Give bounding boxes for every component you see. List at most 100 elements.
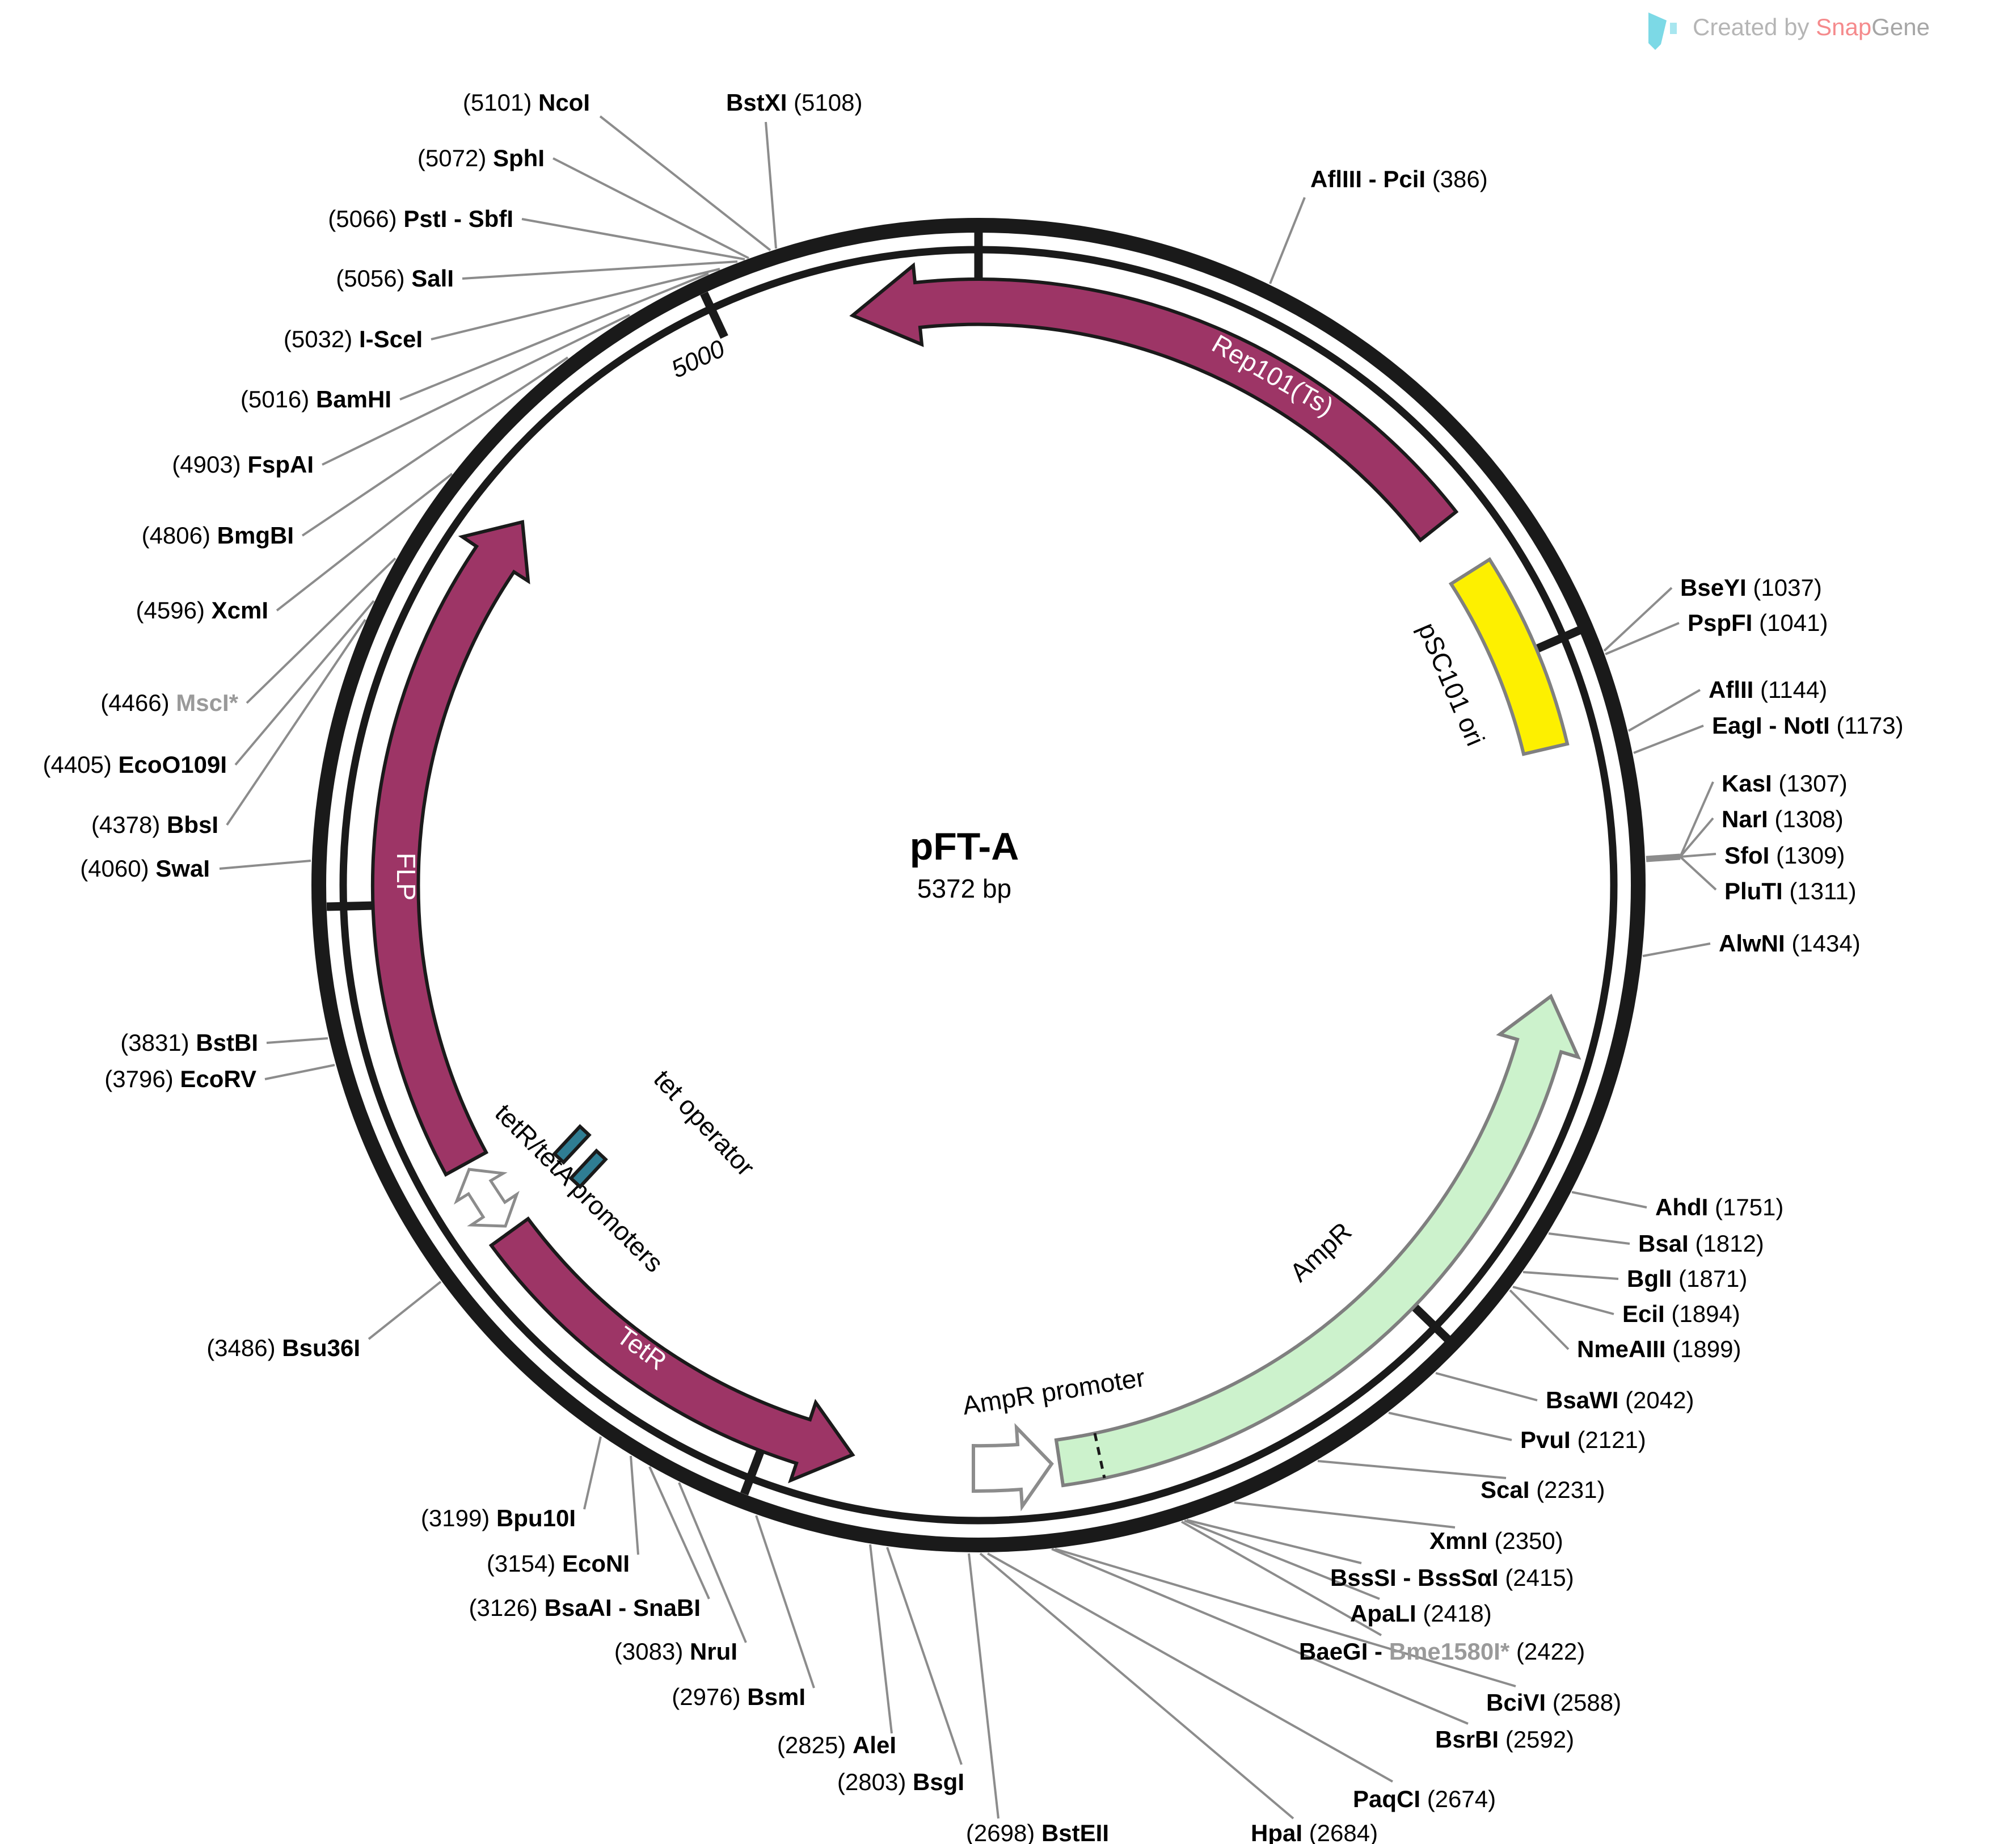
callout-ecii [1512, 1286, 1614, 1315]
site-label-eagi-noti: EagI - NotI (1173) [1712, 712, 1904, 739]
callout-xmni [1234, 1501, 1456, 1529]
site-label-bsu36i: (3486) Bsu36I [206, 1334, 360, 1361]
tick-5000 [700, 291, 728, 339]
callout-bstxi [765, 121, 777, 249]
tick-label-5000: 5000 [667, 335, 729, 384]
site-label-sphi: (5072) SphI [417, 145, 545, 171]
site-label-iscei: (5032) I-SceI [284, 326, 423, 352]
callout-bsai [1548, 1232, 1630, 1245]
feature-psc101-ori-block [1448, 557, 1570, 756]
callout-sfoi [1680, 853, 1716, 858]
position-ticks [326, 233, 1581, 1496]
callout-lines [219, 115, 1717, 1820]
callout-ecorv [264, 1064, 335, 1080]
callout-swai [219, 860, 311, 870]
site-label-bseyi: BseYI (1037) [1680, 574, 1822, 601]
site-label-xcmi: (4596) XcmI [136, 597, 268, 624]
callout-xcmi [276, 473, 453, 612]
callout-nari [1679, 817, 1714, 858]
site-label-bamhi: (5016) BamHI [241, 386, 391, 412]
callout-ahdi [1571, 1191, 1647, 1209]
site-label-bmgbi: (4806) BmgBI [142, 522, 294, 549]
feature-tet-operator-label: tet operator [648, 1064, 760, 1182]
callout-pspfi [1605, 622, 1680, 655]
site-label-baegi-bme1580i: BaeGI - Bme1580I* (2422) [1299, 1638, 1585, 1665]
site-label-scai: ScaI (2231) [1481, 1476, 1605, 1503]
site-label-bbsi: (4378) BbsI [91, 811, 218, 838]
callout-bsawi [1435, 1372, 1538, 1401]
callout-afliii-pcii [1269, 197, 1306, 284]
feature-ampr-promoter-arrow [972, 1423, 1054, 1512]
callout-ncoi [599, 115, 771, 251]
callout-ecoo109i [234, 600, 375, 766]
site-label-nmeaiii: NmeAIII (1899) [1577, 1336, 1741, 1362]
site-label-ecii: EciI (1894) [1622, 1300, 1740, 1327]
tick-3000 [740, 1447, 766, 1496]
callout-bsrbi [1051, 1548, 1469, 1725]
callout-fspai [322, 314, 630, 466]
callout-sphi [552, 157, 749, 259]
callout-alwni [1642, 942, 1711, 957]
snapgene-pen-dot-icon [1670, 23, 1677, 34]
feature-flp-label: FLP [391, 853, 421, 900]
callout-bsteii [968, 1553, 999, 1819]
site-label-afliii-pcii: AflIII - PciI (386) [1310, 166, 1488, 192]
site-label-ahdi: AhdI (1751) [1655, 1194, 1783, 1220]
site-label-fspai: (4903) FspAI [172, 451, 314, 478]
site-label-sali: (5056) SalI [336, 265, 454, 292]
watermark-gene: Gene [1871, 14, 1930, 40]
callout-scai [1317, 1460, 1507, 1479]
callout-nmeaiii [1509, 1289, 1570, 1350]
callout-msci [246, 557, 397, 704]
callout-bgli [1522, 1271, 1619, 1280]
plasmid-size: 5372 bp [917, 874, 1011, 903]
callout-bstbi [266, 1037, 328, 1044]
callout-kasi-group-stub [1646, 853, 1681, 862]
callout-bsssi [1186, 1519, 1362, 1564]
feature-ampr-signal-divider [1093, 1433, 1106, 1479]
feature-tetra-promoters-arrow [453, 1168, 520, 1228]
tick-1000 [1533, 626, 1581, 654]
watermark-prefix: Created by [1693, 14, 1816, 40]
callout-pluti [1679, 856, 1717, 891]
feature-rep101-arrow [849, 262, 1459, 543]
tick-2000 [1409, 1302, 1451, 1342]
feature-flp-arrow [370, 520, 530, 1177]
site-label-nrui: (3083) NruI [614, 1638, 737, 1665]
watermark-snap: Snap [1816, 14, 1871, 40]
watermark: Created by SnapGene [1648, 12, 1930, 50]
snapgene-pen-icon [1648, 12, 1667, 50]
site-label-pluti: PluTI (1311) [1724, 878, 1857, 904]
callout-bsmi [755, 1515, 815, 1689]
site-label-bpu10i: (3199) Bpu10I [421, 1505, 576, 1531]
site-label-ncoi: (5101) NcoI [463, 89, 590, 116]
site-label-apali: ApaLI (2418) [1350, 1600, 1492, 1627]
callout-bsaai-snabi [648, 1466, 710, 1599]
site-label-pspfi: PspFI (1041) [1688, 609, 1828, 636]
tick-4000 [326, 901, 376, 911]
site-label-bsmi: (2976) BsmI [672, 1683, 805, 1710]
site-label-bcivi: BciVI (2588) [1486, 1689, 1621, 1716]
site-label-kasi: KasI (1307) [1722, 770, 1848, 797]
callout-apali [1184, 1519, 1380, 1600]
callout-bcivi [1055, 1548, 1516, 1687]
site-label-ecoo109i: (4405) EcoO109I [43, 751, 227, 778]
backbone-outer-ring [311, 218, 1646, 1552]
site-label-alei: (2825) AleI [777, 1732, 896, 1758]
site-label-swai: (4060) SwaI [80, 855, 210, 882]
feature-ampr-promoter-label: AmpR promoter [960, 1362, 1147, 1420]
feature-tet-operator-marks [552, 1124, 608, 1189]
callout-hpai [979, 1552, 1294, 1820]
feature-psc101-ori-label: pSC101 ori [1412, 618, 1491, 750]
watermark-text: Created by SnapGene [1693, 14, 1930, 40]
callout-eagi-noti [1633, 725, 1704, 754]
site-label-psti-sbfi: (5066) PstI - SbfI [328, 205, 513, 232]
callout-bmgbi [301, 356, 569, 537]
site-label-pvui: PvuI (2121) [1520, 1426, 1646, 1453]
callout-psti-sbfi [521, 218, 745, 260]
callout-alei [869, 1544, 893, 1734]
callout-pvui [1388, 1412, 1512, 1441]
callout-econi [630, 1455, 639, 1555]
